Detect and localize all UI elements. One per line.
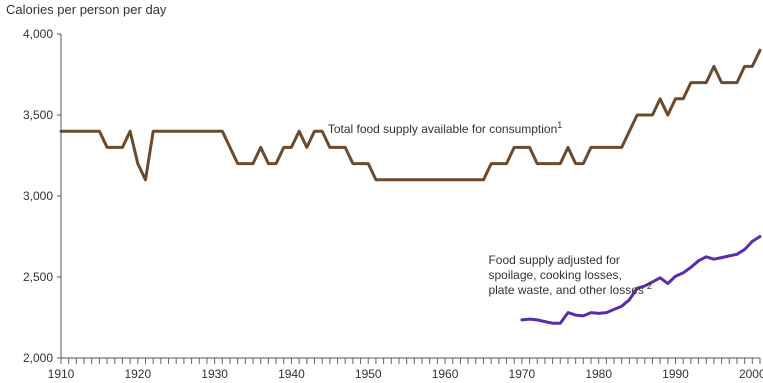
y-tick-label: 2,000	[23, 351, 53, 365]
x-tick-label: 2000	[739, 367, 763, 381]
series-line-2	[520, 235, 762, 325]
x-tick-label: 1980	[585, 367, 612, 381]
x-tick-label: 1910	[48, 367, 75, 381]
y-tick-label: 4,000	[23, 27, 53, 41]
y-tick-label: 2,500	[23, 270, 53, 284]
series-1-label: Total food supply available for consumpt…	[328, 120, 562, 136]
x-tick-label: 1990	[662, 367, 689, 381]
series-2-label-line: Food supply adjusted for	[488, 253, 619, 267]
y-tick-label: 3,000	[23, 189, 53, 203]
x-tick-label: 1970	[509, 367, 536, 381]
x-tick-label: 1960	[432, 367, 459, 381]
y-tick-label: 3,500	[23, 108, 53, 122]
series-2-label-line: plate waste, and other losses 2	[488, 281, 651, 297]
x-tick-label: 1920	[124, 367, 151, 381]
y-axis-label: Calories per person per day	[6, 2, 167, 17]
x-tick-label: 1930	[201, 367, 228, 381]
series-line-1	[59, 48, 762, 182]
x-tick-label: 1950	[355, 367, 382, 381]
x-tick-label: 1940	[278, 367, 305, 381]
series-2-label-line: spoilage, cooking losses,	[488, 268, 621, 282]
